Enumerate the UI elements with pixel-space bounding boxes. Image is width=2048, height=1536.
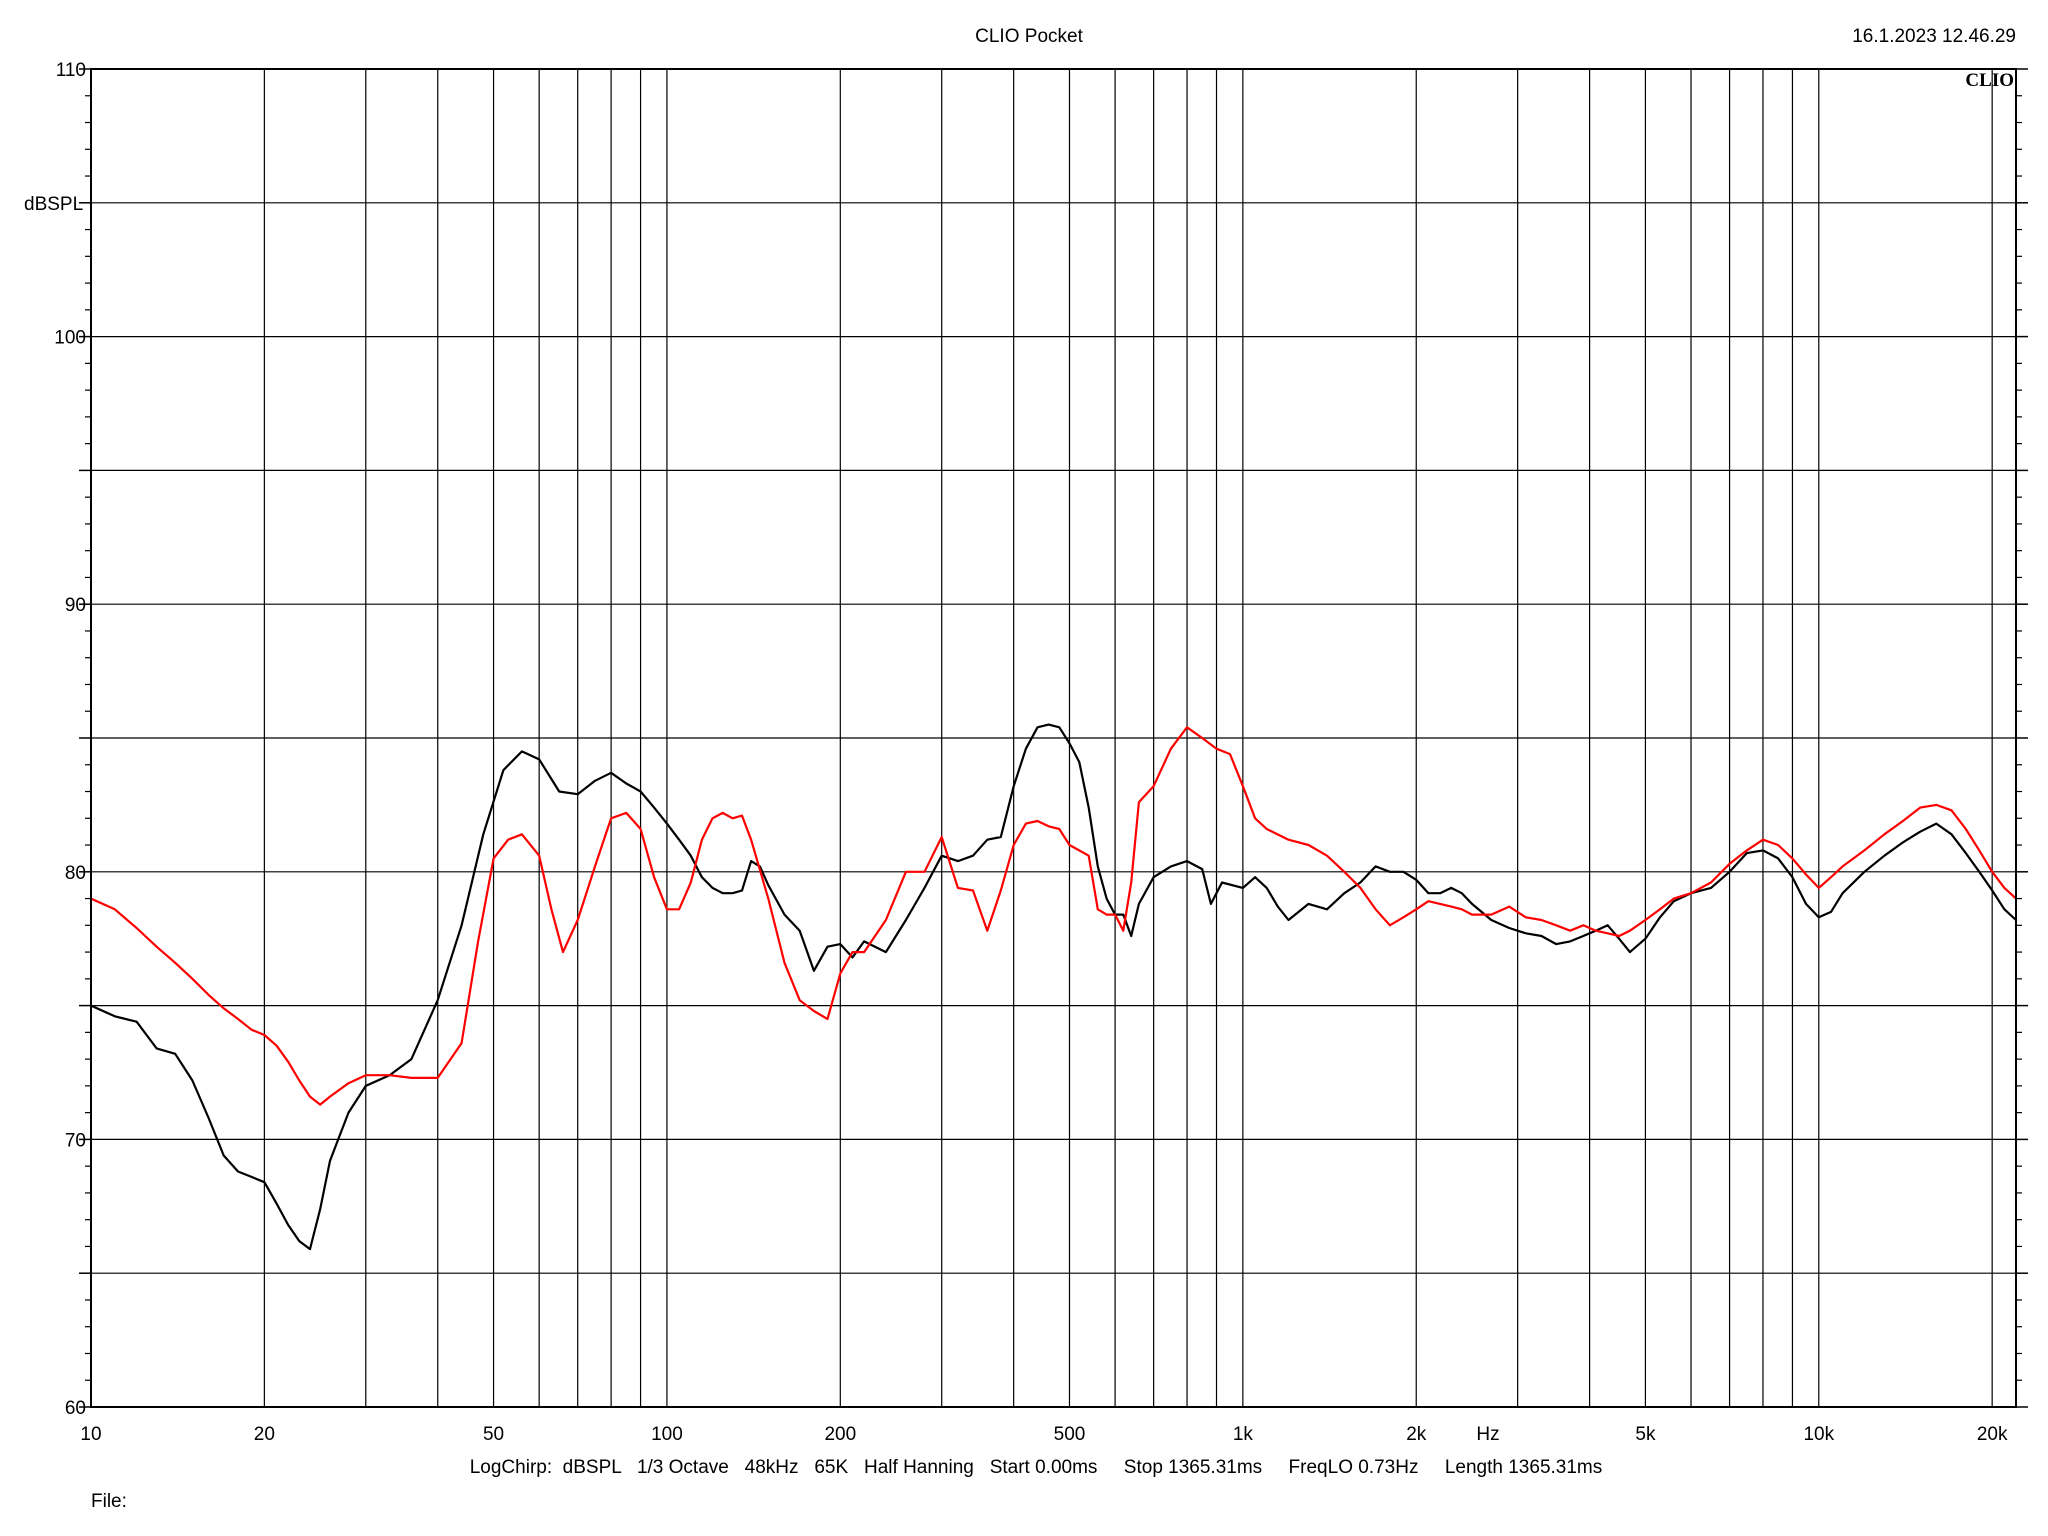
- series-line-red: [90, 726, 2017, 1106]
- y-tick-label: 70: [65, 1130, 86, 1151]
- timestamp: 16.1.2023 12.46.29: [1852, 26, 2016, 47]
- x-tick-labels: 10 20 50 100 200 500 1k 2k 5k 10k 20k: [80, 1424, 2008, 1445]
- x-tick-label: 10k: [1803, 1424, 1834, 1445]
- x-tick-label: 5k: [1635, 1424, 1656, 1445]
- x-tick-label: 100: [651, 1424, 683, 1445]
- x-tick-label: 50: [483, 1424, 504, 1445]
- series-line-black: [90, 723, 2017, 1251]
- x-tick-label: 10: [80, 1424, 101, 1445]
- chart-title: CLIO Pocket: [975, 26, 1083, 47]
- y-tick-labels: 60 70 80 90 100 110: [54, 60, 86, 1419]
- y-tick-label: 90: [65, 595, 86, 616]
- grid: [79, 68, 2028, 1408]
- x-tick-label: 500: [1054, 1424, 1086, 1445]
- x-tick-label: 20: [254, 1424, 275, 1445]
- traces: [90, 723, 2017, 1251]
- y-axis-label: dBSPL: [24, 194, 83, 215]
- x-tick-label: 1k: [1233, 1424, 1254, 1445]
- x-axis-label: Hz: [1476, 1424, 1499, 1445]
- y-tick-label: 60: [65, 1398, 86, 1419]
- plot-frame: [90, 68, 2017, 1408]
- clio-logo: CLIO: [1965, 70, 2014, 91]
- y-tick-label: 100: [54, 328, 86, 349]
- file-label: File:: [91, 1491, 127, 1512]
- x-tick-label: 20k: [1977, 1424, 2008, 1445]
- y-tick-label: 110: [56, 60, 86, 81]
- x-tick-label: 200: [824, 1424, 856, 1445]
- x-tick-label: 2k: [1406, 1424, 1427, 1445]
- y-tick-label: 80: [65, 863, 86, 884]
- measurement-settings: LogChirp: dBSPL 1/3 Octave 48kHz 65K Hal…: [470, 1457, 1603, 1478]
